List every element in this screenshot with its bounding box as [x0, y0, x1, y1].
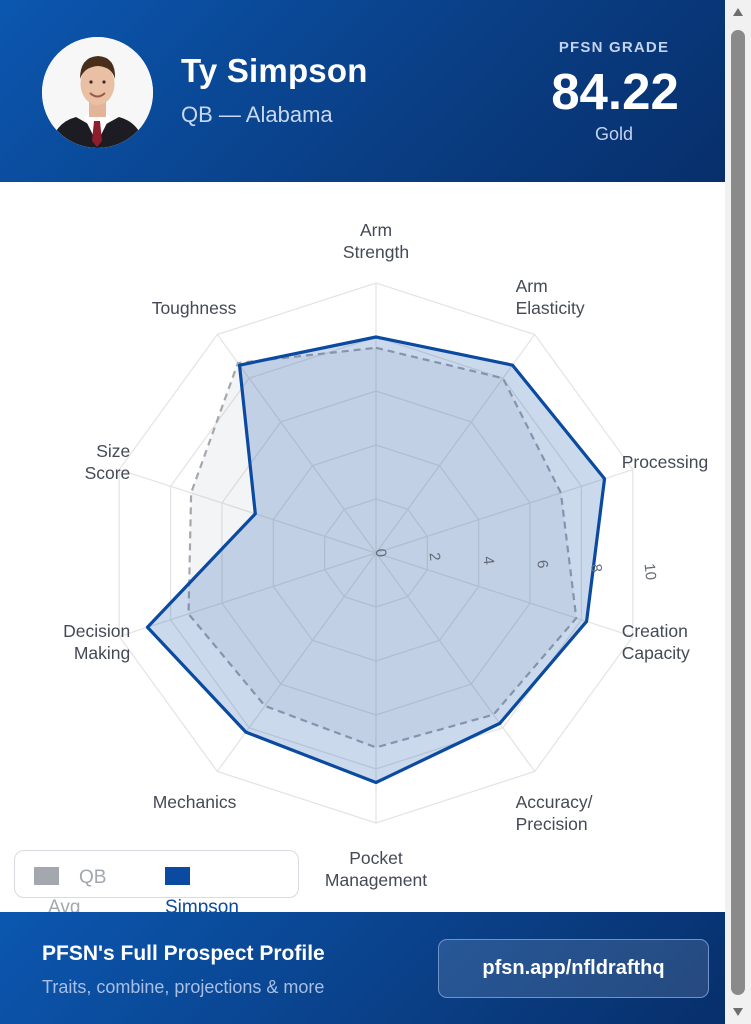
- radar-axis-line: [119, 468, 377, 554]
- radar-axis-label-line: Creation: [622, 621, 688, 641]
- radar-tick-label: 10: [641, 563, 660, 581]
- radar-axis-label-line: Pocket: [349, 848, 403, 868]
- prospect-card: Ty Simpson QB — Alabama PFSN GRADE 84.22…: [0, 0, 725, 1024]
- radar-axis-label: Creation Capacity: [622, 621, 690, 663]
- radar-axis-label: Processing: [622, 451, 709, 471]
- scroll-thumb[interactable]: [731, 30, 745, 995]
- radar-axis-line: [375, 552, 536, 772]
- radar-axis-label: Arm Elasticity: [516, 275, 585, 317]
- radar-axis-label-line: Elasticity: [516, 297, 585, 317]
- radar-axis-label: Arm Strength: [343, 220, 409, 262]
- radar-axis-label-line: Precision: [516, 814, 588, 834]
- radar-axis-label: Toughness: [152, 297, 237, 317]
- radar-axis-label-line: Arm: [360, 220, 392, 240]
- player-position-school: QB — Alabama: [181, 102, 333, 127]
- player-avatar: [42, 37, 153, 148]
- radar-axis-line: [216, 552, 377, 772]
- radar-axis-line: [375, 552, 633, 638]
- radar-axis-label-line: Processing: [622, 451, 709, 471]
- radar-axis-label-line: Decision: [63, 621, 130, 641]
- radar-axis-label-line: Capacity: [622, 643, 690, 663]
- series-simpson-polygon: [145, 335, 607, 785]
- scroll-up-icon[interactable]: [733, 8, 743, 16]
- profile-link-button[interactable]: pfsn.app/nfldrafthq: [438, 939, 709, 998]
- radar-axis-label: Size Score: [85, 440, 131, 482]
- radar-series: [145, 335, 607, 785]
- player-photo-icon: [42, 37, 153, 148]
- radar-tick-label: 0: [372, 548, 390, 558]
- vertical-scrollbar[interactable]: [725, 0, 751, 1024]
- radar-axis-label: Decision Making: [63, 621, 130, 663]
- radar-axis-label-line: Size: [96, 440, 130, 460]
- card-header: Ty Simpson QB — Alabama PFSN GRADE 84.22…: [0, 0, 725, 182]
- radar-tick-label: 6: [533, 559, 551, 569]
- grade-label: PFSN GRADE: [558, 39, 670, 56]
- radar-axis-line: [375, 468, 633, 554]
- radar-axis-label-line: Strength: [343, 242, 409, 262]
- radar-ticks: 0 2 4 6 8 10: [372, 548, 660, 581]
- radar-axis-label: Accuracy/Precision: [516, 792, 593, 834]
- radar-tick-label: 8: [587, 563, 605, 573]
- legend-label-qb-avg-line1: QB: [79, 867, 107, 888]
- radar-axis-label: Pocket Management: [325, 848, 427, 890]
- player-name: Ty Simpson: [181, 52, 368, 89]
- footer-title: PFSN's Full Prospect Profile: [42, 942, 325, 965]
- radar-axis-label: Mechanics: [153, 792, 237, 812]
- radar-axis-label-line: Score: [85, 462, 131, 482]
- grade-value: 84.22: [551, 63, 679, 120]
- grade-tier: Gold: [594, 124, 634, 144]
- radar-axis-label-line: Management: [325, 870, 427, 890]
- radar-axis-line: [375, 334, 536, 554]
- radar-grid: [118, 282, 634, 824]
- series-qb-avg-polygon: [187, 346, 578, 749]
- radar-axis-label-line: Mechanics: [153, 792, 237, 812]
- legend-swatch-qb-avg: [34, 867, 59, 885]
- chart-legend: QB Avg Simpson: [14, 850, 299, 918]
- radar-axis-line: [216, 334, 377, 554]
- radar-axis-label-line: Toughness: [152, 297, 237, 317]
- card-footer: PFSN's Full Prospect Profile Traits, com…: [0, 912, 725, 1024]
- radar-axis-label-line: Accuracy/: [516, 792, 593, 812]
- scroll-down-icon[interactable]: [733, 1008, 743, 1016]
- footer-subtitle: Traits, combine, projections & more: [42, 977, 325, 997]
- radar-tick-label: 4: [479, 555, 497, 565]
- radar-tick-label: 2: [426, 552, 444, 562]
- radar-axis-line: [119, 552, 377, 638]
- radar-axis-label-line: Arm: [516, 275, 548, 295]
- legend-swatch-simpson: [165, 867, 190, 885]
- radar-axis-label-line: Making: [74, 643, 130, 663]
